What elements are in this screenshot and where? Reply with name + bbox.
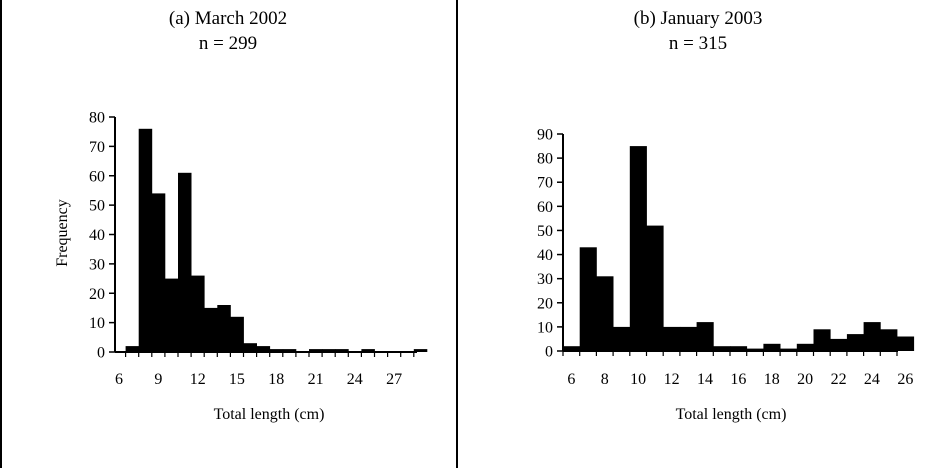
panel-b-bar-6: [563, 346, 581, 351]
panel-a-x-tick-label: 27: [386, 371, 402, 388]
panel-b-title: (b) January 2003: [634, 8, 763, 29]
panel-a-bar-29: [413, 349, 428, 352]
panel-b-y-tick-label: 80: [537, 151, 553, 168]
panel-a-sample-size: n = 299: [199, 33, 257, 54]
panel-b-x-tick-label: 24: [864, 371, 880, 388]
panel-b-x-tick-label: 12: [664, 371, 680, 388]
panel-b-bar-18: [763, 343, 781, 351]
panel-b-bar-13: [679, 326, 697, 351]
panel-a-x-tick-label: 9: [154, 371, 162, 388]
panel-a-bar-11: [178, 172, 192, 352]
panel-b-bar-11: [646, 225, 664, 351]
panel-a: (a) March 2002 n = 299 Frequency Total l…: [54, 8, 428, 423]
panel-a-y-tick-label: 10: [89, 315, 105, 332]
panel-a-bar-21: [309, 349, 323, 352]
panel-b-x-tick-label: 6: [567, 371, 575, 388]
panel-a-axes: 0 10 20 30 40 50 60 70 80 6 9 12 15 18 21 24 27: [89, 110, 417, 388]
panel-b-y-tick-label: 10: [537, 319, 553, 336]
panel-b-bar-21: [813, 329, 831, 351]
panel-a-x-tick-label: 12: [190, 371, 206, 388]
panel-b-y-tick-label: 50: [537, 223, 553, 240]
panel-b-bar-25: [880, 329, 898, 351]
panel-b-x-tick-label: 8: [601, 371, 609, 388]
panel-a-bar-23: [335, 349, 349, 352]
panel-b-bars: [563, 146, 915, 351]
panel-b-x-tick-label: 18: [764, 371, 780, 388]
panel-b-bar-20: [796, 343, 814, 351]
panel-b-bar-22: [830, 338, 848, 351]
panel-a-x-tick-label: 21: [308, 371, 324, 388]
panel-a-bar-16: [243, 343, 257, 352]
panel-b-sample-size: n = 315: [669, 33, 727, 54]
panel-a-y-axis-label: Frequency: [54, 199, 71, 267]
panel-a-x-tick-label: 24: [347, 371, 363, 388]
panel-a-y-tick-label: 60: [89, 168, 105, 185]
panel-b-bar-17: [746, 348, 764, 351]
panel-b-y-tick-label: 70: [537, 175, 553, 192]
panel-b-y-tick-label: 30: [537, 271, 553, 288]
panel-b-bar-24: [863, 322, 881, 351]
panel-b-y-tick-label: 60: [537, 199, 553, 216]
panel-a-bar-15: [230, 316, 244, 353]
panel-a-bar-22: [322, 349, 336, 352]
panel-b-x-tick-label: 26: [897, 371, 913, 388]
panel-a-bar-25: [361, 349, 375, 352]
panel-b-bar-19: [780, 348, 798, 351]
panel-a-y-tick-label: 50: [89, 198, 105, 215]
panel-a-x-tick-label: 18: [268, 371, 284, 388]
panel-b-bar-7: [579, 247, 597, 351]
panel-b-bar-16: [730, 346, 748, 351]
panel-a-bar-9: [151, 193, 166, 352]
panel-b-y-tick-label: 90: [537, 127, 553, 144]
panel-a-x-tick-label: 15: [229, 371, 245, 388]
panel-a-x-axis-label: Total length (cm): [214, 406, 325, 423]
panel-b-x-tick-label: 10: [630, 371, 646, 388]
panel-b-y-tick-label: 20: [537, 295, 553, 312]
panel-b-bar-8: [596, 276, 614, 351]
panel-b-axes: 0 10 20 30 40 50 60 70 80 90 6 8 10 12 14 16 18 20 22 24 26: [537, 127, 913, 389]
panel-a-y-tick-label: 80: [89, 110, 105, 127]
panel-a-y-tick-label: 30: [89, 256, 105, 273]
panel-b: (b) January 2003 n = 315 Total length (c…: [537, 8, 915, 423]
panel-a-y-tick-label: 20: [89, 286, 105, 303]
panel-a-bar-19: [282, 349, 297, 352]
panel-b-bar-23: [846, 334, 864, 351]
panel-b-y-tick-label: 0: [545, 344, 553, 361]
panel-a-y-tick-label: 70: [89, 139, 105, 156]
panel-a-y-tick-label: 40: [89, 227, 105, 244]
panel-b-bar-10: [629, 146, 647, 351]
panel-b-x-tick-label: 20: [797, 371, 813, 388]
panel-b-bar-15: [713, 346, 731, 351]
panel-a-bar-13: [204, 307, 218, 352]
panel-a-bar-7: [125, 346, 140, 352]
panel-a-bar-12: [191, 275, 205, 352]
panel-b-y-tick-label: 40: [537, 247, 553, 264]
panel-b-bar-14: [696, 322, 714, 351]
panel-b-x-tick-label: 22: [831, 371, 847, 388]
panel-b-bar-26: [897, 336, 915, 351]
panel-b-x-tick-label: 14: [697, 371, 713, 388]
panel-a-y-tick-label: 0: [97, 345, 105, 362]
panel-a-bar-10: [164, 278, 179, 352]
panel-a-bar-18: [269, 349, 284, 352]
panel-b-x-tick-label: 16: [730, 371, 746, 388]
panel-b-bar-9: [613, 326, 631, 351]
panel-b-bar-12: [663, 326, 681, 351]
panel-a-bar-8: [138, 128, 153, 353]
panel-a-x-tick-label: 6: [115, 371, 123, 388]
panel-b-x-axis-label: Total length (cm): [676, 406, 787, 423]
panel-a-bar-17: [256, 346, 271, 352]
panel-a-title: (a) March 2002: [169, 8, 287, 29]
panel-a-bar-14: [217, 305, 231, 352]
panel-a-bars: [125, 128, 428, 353]
